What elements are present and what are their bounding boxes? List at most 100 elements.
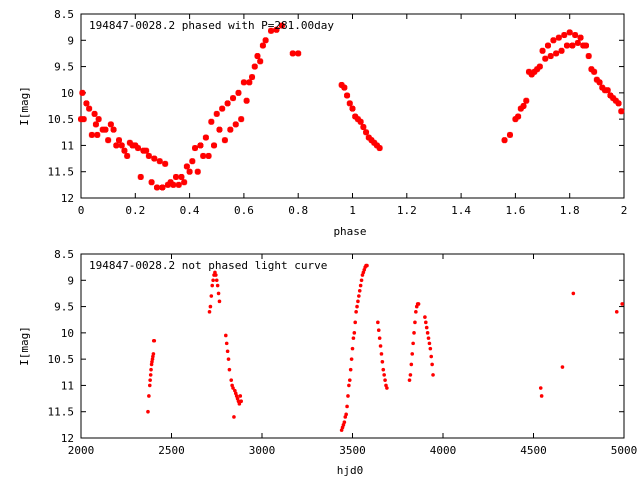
phased-y-tick-label: 10 [61, 87, 74, 100]
data-point [383, 378, 387, 382]
data-point [230, 95, 237, 102]
data-point [542, 55, 549, 62]
data-point [528, 71, 535, 78]
data-point [83, 100, 90, 107]
unphased-y-tick-label: 12 [61, 432, 74, 445]
data-point [208, 118, 215, 125]
unphased-chart-title: 194847-0028.2 not phased light curve [89, 259, 327, 272]
phased-y-tick-label: 12 [61, 192, 74, 205]
data-point [618, 108, 625, 115]
data-point [620, 302, 624, 306]
data-point [216, 291, 221, 296]
data-point [152, 338, 157, 343]
data-point [175, 181, 182, 188]
data-point [159, 184, 166, 191]
data-point [373, 142, 380, 149]
phased-x-tick-label: 0.6 [234, 204, 254, 217]
data-point [612, 97, 619, 104]
data-point [121, 147, 128, 154]
data-point [192, 145, 199, 152]
data-point [214, 278, 219, 283]
data-point [604, 87, 611, 94]
data-point [531, 68, 538, 75]
data-point [614, 310, 619, 314]
data-point [550, 37, 557, 44]
data-point [566, 29, 573, 36]
data-point [213, 110, 220, 117]
data-point [235, 89, 242, 96]
phased-x-tick-label: 0.2 [125, 204, 145, 217]
data-point [205, 152, 212, 159]
data-point [585, 53, 592, 60]
data-point [227, 126, 234, 133]
data-point [208, 304, 213, 309]
data-point [105, 137, 112, 144]
data-point [588, 66, 595, 73]
data-point [413, 320, 417, 325]
data-point [380, 359, 385, 364]
data-point [118, 142, 125, 149]
unphased-x-tick-label: 2000 [68, 444, 95, 457]
data-point [224, 100, 231, 107]
data-point [615, 100, 622, 107]
unphased-x-tick-label: 5000 [611, 444, 638, 457]
data-point [113, 142, 120, 149]
data-point [376, 145, 383, 152]
data-point [424, 320, 428, 325]
data-point [173, 173, 180, 180]
data-point [243, 97, 250, 104]
data-point [240, 79, 247, 86]
data-point [181, 179, 188, 186]
data-point [148, 378, 152, 382]
data-point [515, 113, 522, 120]
data-point [501, 137, 508, 144]
data-point [359, 278, 364, 283]
phased-x-tick-label: 0.4 [180, 204, 200, 217]
data-point [429, 354, 434, 359]
phased-y-tick-label: 9 [67, 34, 74, 47]
data-point [591, 68, 598, 75]
data-point [221, 137, 228, 144]
data-point [211, 142, 218, 149]
unphased-light-curve-panel: 2000 2500 3000 3500 4000 4500 5000 8.5 9 9.5 10 10.… [18, 248, 637, 477]
data-point [210, 283, 215, 288]
data-point [379, 352, 384, 356]
data-point [356, 299, 360, 304]
data-point [232, 415, 236, 419]
data-point [183, 163, 190, 170]
data-point [408, 373, 413, 377]
data-point [147, 383, 152, 388]
data-point [352, 331, 357, 335]
data-point [352, 113, 359, 120]
data-point [80, 116, 87, 123]
data-point [209, 294, 214, 298]
phased-x-tick-label: 1.8 [560, 204, 580, 217]
data-point [377, 336, 382, 340]
data-point [154, 184, 161, 191]
data-point [596, 79, 603, 86]
unphased-plot-frame [80, 253, 625, 439]
phased-y-tick-label: 10.5 [48, 113, 75, 126]
data-point [268, 27, 275, 34]
data-point [211, 278, 215, 283]
phased-x-tick-label: 0.8 [288, 204, 308, 217]
data-point [376, 320, 380, 325]
data-point [558, 47, 565, 54]
data-point [411, 341, 415, 346]
data-point [237, 402, 242, 406]
data-point [167, 179, 174, 186]
data-point [582, 42, 589, 49]
data-point [137, 173, 144, 180]
data-point [227, 367, 232, 372]
data-point [523, 97, 530, 104]
data-point [423, 315, 427, 319]
unphased-y-tick-label: 11.5 [48, 406, 75, 419]
data-point [132, 142, 139, 149]
phased-light-curve-panel: 0 0.2 0.4 0.6 0.8 1 1.2 1.4 1.6 1.8 2 8.5 9 9.5 10 10.5… [18, 8, 627, 238]
data-point [360, 124, 367, 131]
data-point [214, 273, 218, 277]
data-point [246, 79, 253, 86]
data-point [344, 412, 348, 417]
data-point [164, 181, 171, 188]
data-point [107, 121, 114, 128]
